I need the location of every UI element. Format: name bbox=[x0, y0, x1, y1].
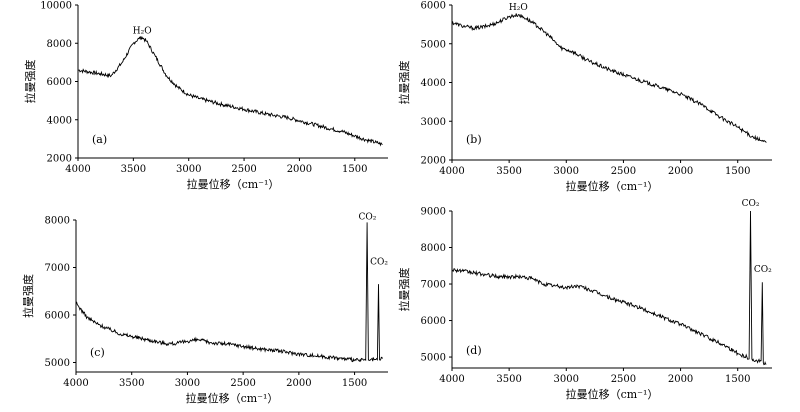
y-tick-label: 8000 bbox=[421, 243, 446, 254]
y-axis-label: 拉曼强度 bbox=[21, 274, 35, 318]
peak-annotation: CO₂ bbox=[358, 212, 376, 222]
x-tick-label: 1500 bbox=[725, 374, 750, 385]
x-tick-label: 2000 bbox=[287, 164, 312, 175]
y-tick-label: 10000 bbox=[40, 1, 72, 12]
peak-annotation: H₂O bbox=[133, 27, 152, 37]
y-tick-label: 7000 bbox=[45, 263, 70, 274]
y-tick-label: 5000 bbox=[421, 353, 446, 364]
x-axis-label: 拉曼位移（cm⁻¹） bbox=[566, 387, 659, 401]
x-tick-label: 2500 bbox=[231, 164, 256, 175]
x-tick-label: 4000 bbox=[439, 374, 464, 385]
x-tick-label: 1500 bbox=[342, 378, 367, 389]
spectrum-line bbox=[77, 36, 383, 147]
y-tick-label: 2000 bbox=[47, 154, 72, 165]
x-tick-label: 4000 bbox=[65, 164, 90, 175]
x-tick-label: 2500 bbox=[230, 378, 255, 389]
panel-label: (b) bbox=[466, 133, 482, 146]
x-tick-label: 3000 bbox=[175, 378, 200, 389]
y-axis-label: 拉曼强度 bbox=[397, 268, 411, 312]
x-tick-label: 2000 bbox=[668, 374, 693, 385]
x-tick-label: 4000 bbox=[63, 378, 88, 389]
spectrum-line bbox=[451, 210, 767, 366]
y-tick-label: 8000 bbox=[47, 39, 72, 50]
x-tick-label: 3500 bbox=[121, 164, 146, 175]
x-tick-label: 3500 bbox=[496, 166, 521, 177]
x-tick-label: 1500 bbox=[725, 166, 750, 177]
chart-panel-1: 4000 3500 3000 2500 2000 1500 2000 3000 4000 5000… bbox=[397, 1, 772, 193]
x-tick-label: 3500 bbox=[119, 378, 144, 389]
x-tick-label: 2000 bbox=[668, 166, 693, 177]
x-tick-label: 4000 bbox=[439, 166, 464, 177]
spectrum-line bbox=[75, 222, 383, 363]
y-tick-label: 2000 bbox=[421, 156, 446, 167]
peak-annotation: H₂O bbox=[509, 3, 528, 13]
x-tick-label: 2000 bbox=[286, 378, 311, 389]
peak-annotation: CO₂ bbox=[742, 199, 760, 209]
spectrum-line bbox=[451, 13, 767, 143]
x-tick-label: 3000 bbox=[554, 374, 579, 385]
y-tick-label: 7000 bbox=[421, 280, 446, 291]
y-tick-label: 9000 bbox=[421, 207, 446, 218]
y-tick-label: 6000 bbox=[421, 316, 446, 327]
y-tick-label: 6000 bbox=[47, 77, 72, 88]
y-tick-label: 3000 bbox=[421, 117, 446, 128]
panel-label: (d) bbox=[466, 344, 482, 357]
y-tick-label: 8000 bbox=[45, 216, 70, 227]
x-tick-label: 1500 bbox=[342, 164, 367, 175]
y-tick-label: 4000 bbox=[421, 78, 446, 89]
x-tick-label: 3500 bbox=[496, 374, 521, 385]
x-axis-label: 拉曼位移（cm⁻¹） bbox=[187, 177, 280, 191]
panel-label: (c) bbox=[90, 346, 105, 359]
x-tick-label: 2500 bbox=[611, 166, 636, 177]
peak-annotation: CO₂ bbox=[370, 258, 388, 268]
y-tick-label: 5000 bbox=[421, 39, 446, 50]
chart-panel-3: 4000 3500 3000 2500 2000 1500 5000 6000 7000 8000… bbox=[397, 199, 772, 401]
x-tick-label: 3000 bbox=[554, 166, 579, 177]
y-axis-label: 拉曼强度 bbox=[23, 60, 37, 104]
peak-annotation: CO₂ bbox=[754, 265, 772, 275]
chart-panel-2: 4000 3500 3000 2500 2000 1500 5000 6000 7000 8000… bbox=[21, 212, 388, 405]
y-tick-label: 6000 bbox=[421, 1, 446, 12]
y-tick-label: 5000 bbox=[45, 358, 70, 369]
chart-panel-0: 4000 3500 3000 2500 2000 15002000400060008000… bbox=[23, 1, 388, 191]
x-tick-label: 2500 bbox=[611, 374, 636, 385]
panel-label: (a) bbox=[92, 133, 107, 146]
y-axis-label: 拉曼强度 bbox=[397, 61, 411, 105]
y-tick-label: 4000 bbox=[47, 115, 72, 126]
x-axis-label: 拉曼位移（cm⁻¹） bbox=[186, 391, 279, 405]
x-axis-label: 拉曼位移（cm⁻¹） bbox=[566, 179, 659, 193]
x-tick-label: 3000 bbox=[176, 164, 201, 175]
y-tick-label: 6000 bbox=[45, 311, 70, 322]
